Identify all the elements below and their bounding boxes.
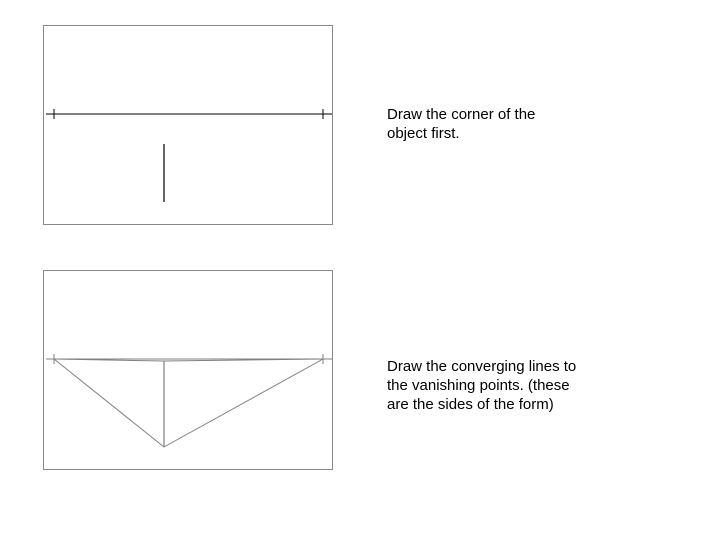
caption-step-2: Draw the converging lines to the vanishi… — [387, 358, 577, 414]
perspective-panel-2 — [43, 270, 333, 470]
perspective-diagram-1 — [44, 26, 334, 226]
perspective-panel-1 — [43, 25, 333, 225]
perspective-diagram-2 — [44, 271, 334, 471]
caption-step-1: Draw the corner of the object first. — [387, 106, 567, 144]
